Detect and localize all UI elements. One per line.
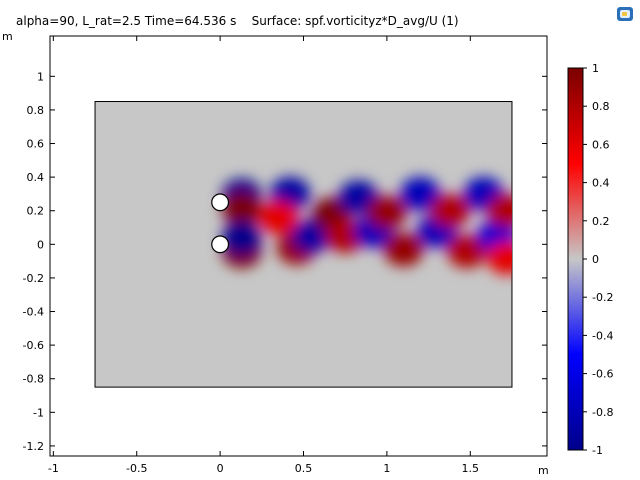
x-tick-label: 1.5 xyxy=(462,462,480,475)
vortex-blob xyxy=(221,192,262,227)
y-tick-label: 0.2 xyxy=(27,205,45,218)
vortex-blob xyxy=(400,176,441,211)
x-tick-label: 0.5 xyxy=(295,462,313,475)
y-tick-label: -0.6 xyxy=(23,339,44,352)
x-tick-label: -1 xyxy=(48,462,59,475)
x-tick-label: 1 xyxy=(383,462,390,475)
vortex-blob xyxy=(486,240,512,275)
colorbar-tick-label: 0.6 xyxy=(592,138,610,151)
colorbar-tick-label: -0.4 xyxy=(592,329,613,342)
vortex-blob xyxy=(221,220,262,255)
colorbar-tick-label: 1 xyxy=(592,62,599,75)
colorbar-tick-label: -1 xyxy=(592,444,603,457)
y-tick-label: -0.2 xyxy=(23,272,44,285)
comsol-logo-icon xyxy=(617,7,633,21)
colorbar-tick-label: -0.2 xyxy=(592,291,613,304)
colorbar-tick-label: 0.8 xyxy=(592,100,610,113)
y-tick-label: -1 xyxy=(33,406,44,419)
colorbar-tick-label: -0.8 xyxy=(592,406,613,419)
x-tick-label: 0 xyxy=(217,462,224,475)
x-tick-label: -0.5 xyxy=(126,462,147,475)
y-axis-unit: m xyxy=(2,30,13,43)
colorbar-tick-label: 0.4 xyxy=(592,177,610,190)
cylinder-marker xyxy=(211,193,230,212)
y-tick-label: -0.8 xyxy=(23,373,44,386)
plot-title: alpha=90, L_rat=2.5 Time=64.536 s Surfac… xyxy=(16,14,459,28)
colorbar-tick-label: 0 xyxy=(592,253,599,266)
y-tick-label: 0.8 xyxy=(27,104,45,117)
vortex-blob xyxy=(486,193,512,228)
y-tick-label: 0.6 xyxy=(27,138,45,151)
colorbar xyxy=(567,67,584,451)
vortex-blob xyxy=(430,193,471,228)
colorbar-tick-label: 0.2 xyxy=(592,215,610,228)
cylinder-marker xyxy=(211,235,230,254)
vortex-blob xyxy=(366,195,407,230)
y-tick-label: 0 xyxy=(37,238,44,251)
x-axis-unit: m xyxy=(538,464,549,477)
vortex-blob xyxy=(258,200,299,235)
vortex-blob xyxy=(383,232,424,267)
y-tick-label: -1.2 xyxy=(23,440,44,453)
axes-frame xyxy=(49,35,548,457)
vortex-blob xyxy=(446,234,487,269)
colorbar-tick-label: -0.6 xyxy=(592,368,613,381)
y-tick-label: 1 xyxy=(37,70,44,83)
y-tick-label: 0.4 xyxy=(27,171,45,184)
y-tick-label: -0.4 xyxy=(23,306,44,319)
